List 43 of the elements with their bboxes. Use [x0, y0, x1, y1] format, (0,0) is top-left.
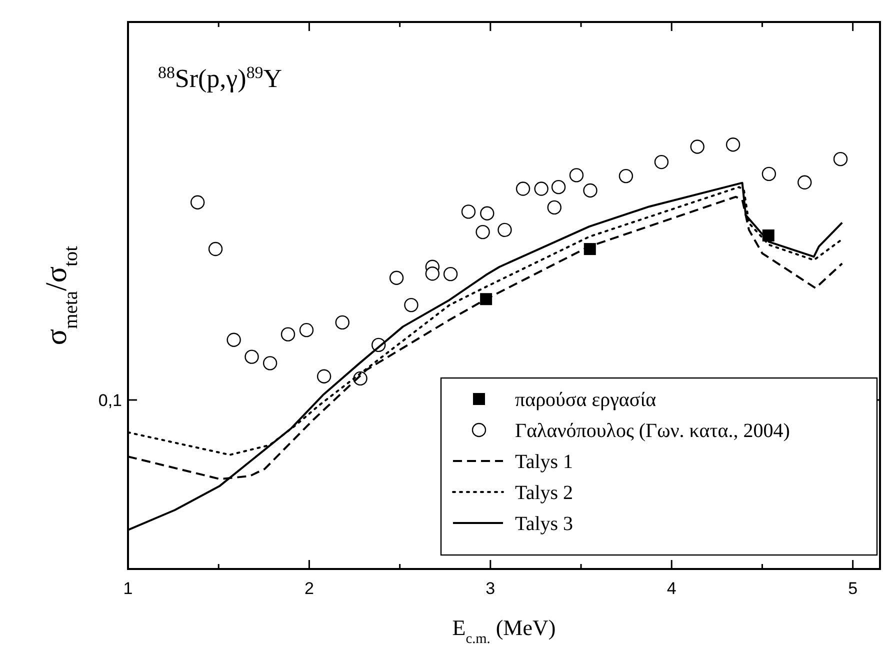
- legend-label: Talys 3: [515, 513, 574, 535]
- x-tick-label: 2: [304, 579, 314, 598]
- point: [443, 266, 458, 282]
- point: [618, 168, 634, 184]
- point: [425, 266, 440, 281]
- point: [299, 322, 314, 338]
- point: [335, 315, 350, 330]
- legend-label: Talys 1: [515, 451, 574, 473]
- text: 0,1: [98, 390, 122, 410]
- chart-title: $^{88}$Sr(p,γ)$^{89}$Y: [158, 62, 282, 93]
- point: [208, 242, 223, 256]
- point: [244, 350, 259, 364]
- legend-label: Γαλανόπουλος (Γων. κατα., 2004): [515, 420, 790, 442]
- point: [534, 182, 548, 196]
- point: [726, 138, 740, 152]
- point: [583, 183, 598, 198]
- point: [654, 154, 669, 170]
- x-axis-title: E$_{c.m.}$ (MeV): [452, 615, 556, 647]
- point: [498, 222, 512, 238]
- x-tick-label: 4: [666, 579, 676, 598]
- point: [389, 270, 404, 285]
- point: [226, 332, 241, 347]
- point: [798, 175, 812, 190]
- point: [262, 356, 278, 370]
- point: [569, 168, 584, 182]
- x-tick-label: 1: [123, 579, 133, 598]
- legend-label: Talys 2: [515, 482, 574, 504]
- point: [762, 166, 776, 182]
- point: [690, 140, 704, 154]
- point: [190, 195, 205, 210]
- legend-label: παρούσα εργασία: [515, 389, 657, 411]
- point: [476, 224, 490, 240]
- point: [316, 369, 332, 384]
- point: [480, 206, 494, 220]
- point: [516, 182, 530, 196]
- x-tick-label: 3: [486, 579, 496, 598]
- point: [833, 152, 848, 166]
- point: [461, 204, 476, 219]
- point: [280, 327, 296, 342]
- point: [404, 298, 418, 312]
- point: [547, 200, 562, 215]
- x-tick-label: 5: [848, 579, 858, 598]
- point: [551, 180, 566, 194]
